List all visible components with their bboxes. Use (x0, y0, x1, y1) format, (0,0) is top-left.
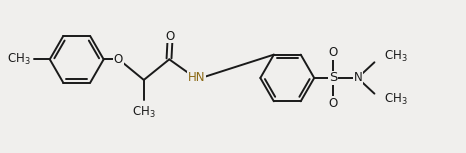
Text: O: O (165, 30, 175, 43)
Text: HN: HN (187, 71, 205, 84)
Text: N: N (354, 71, 363, 84)
Text: CH$_3$: CH$_3$ (132, 105, 156, 121)
Text: CH$_3$: CH$_3$ (384, 49, 408, 64)
Text: S: S (329, 71, 337, 84)
Text: O: O (328, 97, 337, 110)
Text: O: O (328, 46, 337, 59)
Text: CH$_3$: CH$_3$ (384, 91, 408, 107)
Text: CH$_3$: CH$_3$ (7, 52, 30, 67)
Text: O: O (114, 53, 123, 66)
